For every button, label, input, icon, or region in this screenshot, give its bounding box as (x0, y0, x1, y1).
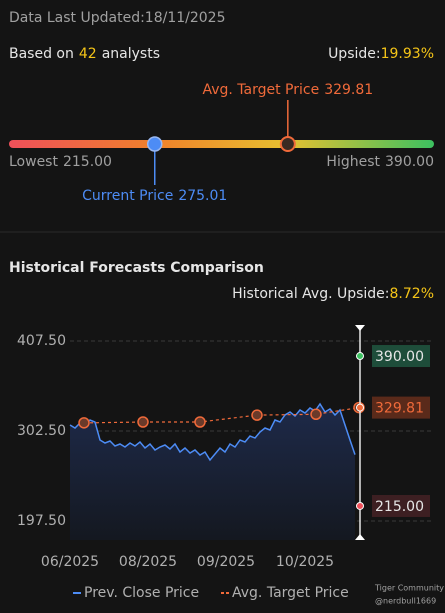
x-tick-label: 10/2025 (276, 554, 334, 570)
target-label-text: Avg. Target Price (202, 82, 319, 98)
target-dot (310, 408, 322, 421)
x-tick-label: 06/2025 (41, 554, 99, 570)
history-title: Historical Forecasts Comparison (9, 260, 264, 276)
highest-box-label: 390.00 (375, 349, 424, 365)
target-value: 329.81 (324, 82, 373, 98)
current-label: Current Price 275.01 (82, 188, 227, 204)
target-label: Avg. Target Price 329.81 (202, 82, 373, 98)
updated: Data Last Updated:18/11/2025 (9, 10, 226, 26)
highest: Highest 390.00 (326, 154, 434, 170)
target-box (372, 396, 430, 419)
range-bar (9, 140, 434, 148)
y-tick-label: 407.50 (17, 333, 66, 349)
cursor-bottom (355, 534, 365, 540)
target-line (83, 407, 360, 424)
target-dot (251, 409, 263, 421)
x-tick-label: 08/2025 (119, 554, 177, 570)
target-marker (279, 136, 296, 152)
current-marker (146, 136, 163, 152)
upside: Upside:19.93% (328, 46, 434, 62)
x-tick-label: 09/2025 (197, 554, 255, 570)
current-value: 275.01 (178, 188, 227, 204)
lowest-box-label: 215.00 (375, 499, 424, 515)
current-label-text: Current Price (82, 188, 173, 204)
y-tick-label: 197.50 (17, 513, 66, 529)
target-dot (194, 416, 206, 428)
watermark-user: @nerdbull1669 (375, 597, 436, 606)
target-dot (78, 417, 90, 429)
target-dot (137, 416, 149, 428)
lowest: Lowest 215.00 (9, 154, 112, 170)
highest-dot (356, 352, 364, 361)
lowest-dot (356, 501, 364, 510)
y-tick-label: 302.50 (17, 423, 66, 439)
target-box-label: 329.81 (375, 401, 424, 417)
watermark: Tiger Community (374, 584, 444, 593)
legend-label: Avg. Target Price (232, 585, 349, 601)
cursor-top (355, 325, 365, 331)
highest-box (372, 345, 430, 368)
history-upside: Historical Avg. Upside:8.72% (232, 286, 434, 302)
lowest-box (372, 494, 430, 517)
close-line (69, 402, 356, 462)
close-area (70, 404, 355, 540)
target-dot (356, 403, 364, 412)
analysts: Based on 42 analysts (9, 46, 160, 62)
legend-label: Prev. Close Price (84, 585, 199, 601)
